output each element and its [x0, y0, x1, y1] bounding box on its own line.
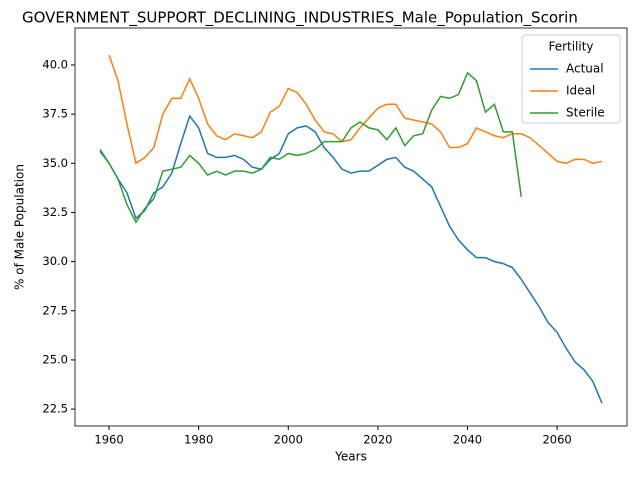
plot-frame — [74, 27, 628, 427]
legend-label: Ideal — [566, 84, 595, 98]
series-line — [108, 54, 603, 165]
x-tick-label: 2020 — [363, 433, 392, 447]
legend-box — [521, 34, 621, 124]
x-tick-label: 1960 — [94, 433, 123, 447]
y-tick-label: 30.0 — [42, 254, 68, 268]
series-line — [99, 114, 603, 404]
x-tick-label: 2000 — [274, 433, 303, 447]
y-tick-label: 40.0 — [42, 57, 68, 71]
x-tick-label: 2060 — [542, 433, 571, 447]
y-tick-label: 22.5 — [42, 402, 68, 416]
y-tick-label: 35.0 — [42, 156, 68, 170]
x-axis-label: Years — [334, 450, 367, 464]
y-tick-label: 25.0 — [42, 352, 68, 366]
legend-title: Fertility — [548, 40, 593, 54]
y-tick-label: 32.5 — [42, 205, 68, 219]
legend: Fertility Actual Ideal Sterile — [521, 34, 621, 124]
y-tick-label: 27.5 — [42, 303, 68, 317]
chart-title: GOVERNMENT_SUPPORT_DECLINING_INDUSTRIES_… — [22, 9, 578, 28]
legend-label: Sterile — [566, 106, 605, 120]
series-line — [99, 71, 523, 224]
legend-label: Actual — [566, 62, 604, 76]
x-tick-label: 2040 — [453, 433, 482, 447]
x-tick-label: 1980 — [184, 433, 213, 447]
y-tick-label: 37.5 — [42, 107, 68, 121]
y-axis-label: % of Male Population — [13, 164, 27, 290]
